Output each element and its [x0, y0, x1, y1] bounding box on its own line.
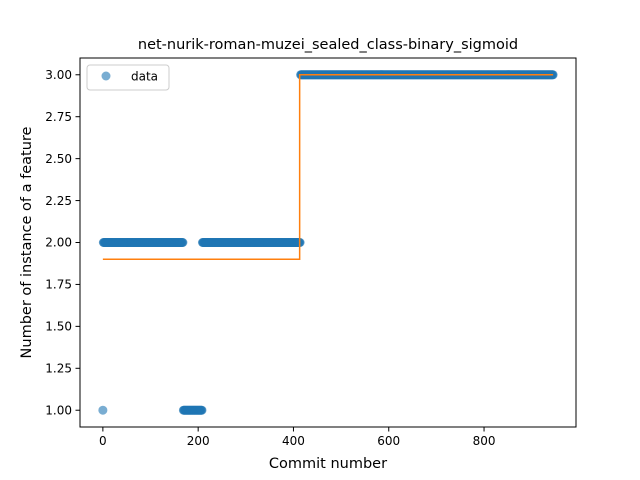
y-tick-label: 1.50: [45, 320, 72, 334]
x-tick-label: 200: [187, 434, 210, 448]
x-tick-label: 0: [99, 434, 107, 448]
data-point: [98, 405, 108, 415]
plot-area: [79, 57, 577, 428]
x-tick-label: 800: [473, 434, 496, 448]
chart-title: net-nurik-roman-muzei_sealed_class-binar…: [138, 37, 518, 53]
data-point: [197, 405, 207, 415]
data-point: [178, 238, 188, 247]
legend-box: [86, 64, 170, 91]
y-tick-label: 2.25: [45, 194, 72, 208]
y-tick-label: 1.25: [45, 361, 72, 375]
y-axis-label: Number of instance of a feature: [19, 126, 35, 358]
y-tick-label: 2.50: [45, 152, 72, 166]
x-tick-label: 400: [282, 434, 305, 448]
y-tick-label: 3.00: [45, 68, 72, 82]
x-tick-label: 600: [377, 434, 400, 448]
x-axis-ticks: 0 200 400 600 800: [99, 427, 495, 448]
fit-line: [102, 74, 554, 261]
legend: data: [86, 64, 170, 91]
x-axis-label: Commit number: [269, 456, 387, 472]
line-layer: [102, 74, 554, 261]
y-tick-label: 1.00: [45, 403, 72, 417]
y-tick-label: 1.75: [45, 278, 72, 292]
legend-marker-data: [101, 71, 111, 81]
y-tick-label: 2.75: [45, 110, 72, 124]
points-layer: [98, 70, 558, 415]
y-axis-ticks: 1.00 1.25 1.50 1.75 2.00 2.25 2.50 2.75 3.00: [45, 68, 80, 417]
y-tick-label: 2.00: [45, 236, 72, 250]
legend-label-data: data: [131, 70, 158, 84]
